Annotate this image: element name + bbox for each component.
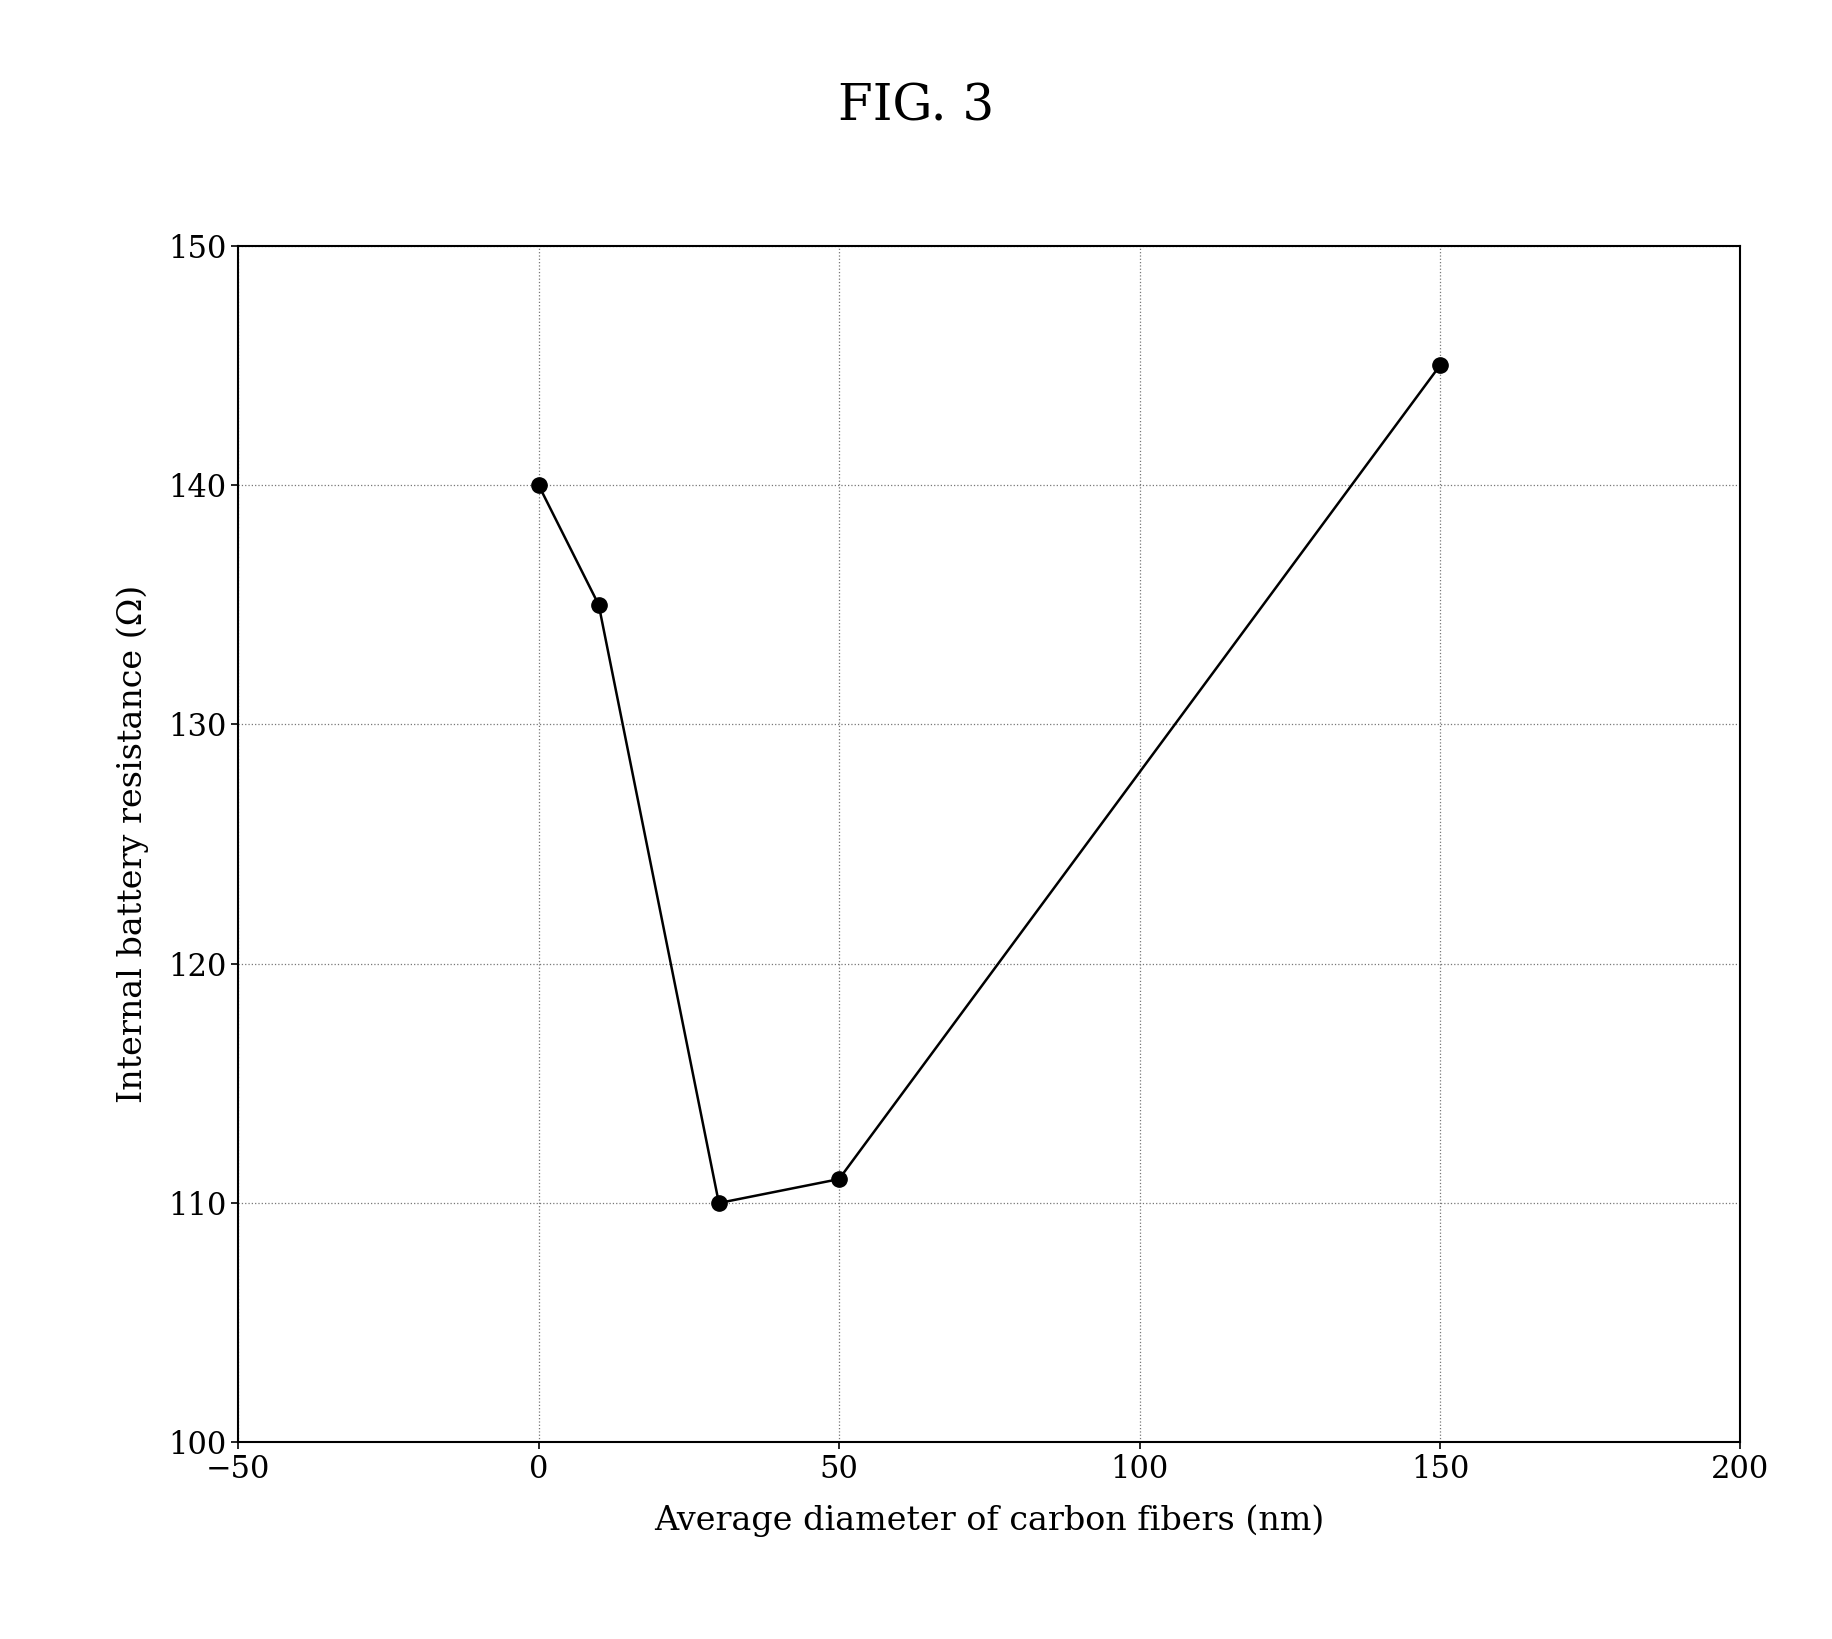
Y-axis label: Internal battery resistance (Ω): Internal battery resistance (Ω): [115, 585, 148, 1103]
Text: FIG. 3: FIG. 3: [837, 82, 995, 131]
X-axis label: Average diameter of carbon fibers (nm): Average diameter of carbon fibers (nm): [654, 1505, 1325, 1537]
